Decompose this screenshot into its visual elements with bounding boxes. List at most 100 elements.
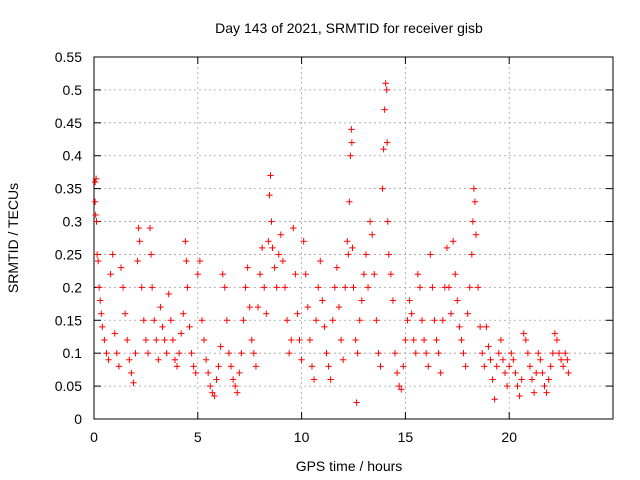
data-point [464,310,471,317]
data-point [213,376,220,383]
data-point [109,251,116,258]
data-point [252,363,260,370]
data-point [380,145,387,153]
data-point [234,389,241,396]
data-point [93,218,100,225]
data-point [268,218,275,225]
data-point [368,231,376,238]
data-point [384,218,391,225]
data-point [273,284,280,291]
data-point [221,284,228,291]
data-point [140,317,148,324]
data-point [341,284,349,291]
x-tick-label: 5 [194,429,202,445]
data-point [175,349,183,357]
y-tick-label: 0.4 [63,148,83,164]
data-point [107,271,114,278]
data-point [304,303,312,311]
data-point [294,310,301,317]
data-point [136,238,143,245]
data-point [549,349,556,357]
data-point [389,297,397,304]
data-point [183,257,190,265]
data-point [204,369,212,377]
data-point [433,336,440,344]
data-point [345,251,352,258]
data-point [111,330,118,337]
data-point [468,251,476,258]
data-point [557,356,565,363]
data-point [261,284,268,291]
data-point [510,356,517,363]
data-point [256,271,264,278]
data-point [202,356,210,363]
data-point [138,284,145,291]
data-point [215,363,222,370]
data-point [169,336,177,344]
data-point [522,336,530,344]
data-point [476,323,484,331]
data-point [180,310,187,317]
data-point [126,356,133,363]
data-point [225,349,233,357]
data-point [479,349,486,357]
data-point [194,271,201,278]
data-point [383,86,390,94]
data-point [279,257,287,265]
data-point [200,336,208,344]
data-point [130,379,137,386]
data-point [134,257,141,265]
data-point [97,297,104,304]
data-point [452,271,459,278]
data-point [242,284,249,291]
data-point [165,290,172,298]
data-point [454,297,461,304]
data-point [553,336,561,344]
data-point [325,363,332,370]
y-tick-label: 0.55 [55,49,82,65]
data-point [400,363,407,370]
data-point [425,363,432,370]
data-point [474,284,482,291]
data-point [207,382,214,390]
data-point [157,303,164,311]
data-point [524,349,532,357]
data-point [177,330,185,337]
data-point [186,323,193,331]
data-point [236,369,243,377]
y-tick-label: 0.15 [55,312,82,328]
data-point [501,369,509,377]
data-point [339,356,347,363]
data-point [308,363,316,370]
data-point [146,224,154,232]
data-point [211,392,218,400]
data-point [269,244,276,252]
data-point [159,323,166,331]
data-point [375,349,382,357]
data-point [354,349,361,357]
ticks: 0 0.05 0.1 0.15 0.2 0.25 0.3 0.35 0.4 0.45 0.5 0.55… [55,49,613,445]
data-point [128,369,135,377]
data-point [469,218,477,225]
data-point [532,369,540,377]
data-point [217,343,224,350]
data-point [246,303,253,311]
plot-frame [93,56,614,420]
data-point [312,317,320,324]
data-point [300,238,307,245]
data-point [382,80,389,87]
data-point [147,251,155,258]
data-point [439,317,446,324]
data-point [526,363,534,370]
data-point [323,349,330,357]
data-point [337,336,345,344]
data-point [508,349,515,357]
data-point [445,284,453,291]
data-point [238,349,245,357]
data-point [481,363,488,370]
data-point [485,343,492,350]
data-point [391,349,399,357]
data-point [518,376,525,383]
y-tick-label: 0.2 [63,279,83,295]
data-point [101,336,108,344]
